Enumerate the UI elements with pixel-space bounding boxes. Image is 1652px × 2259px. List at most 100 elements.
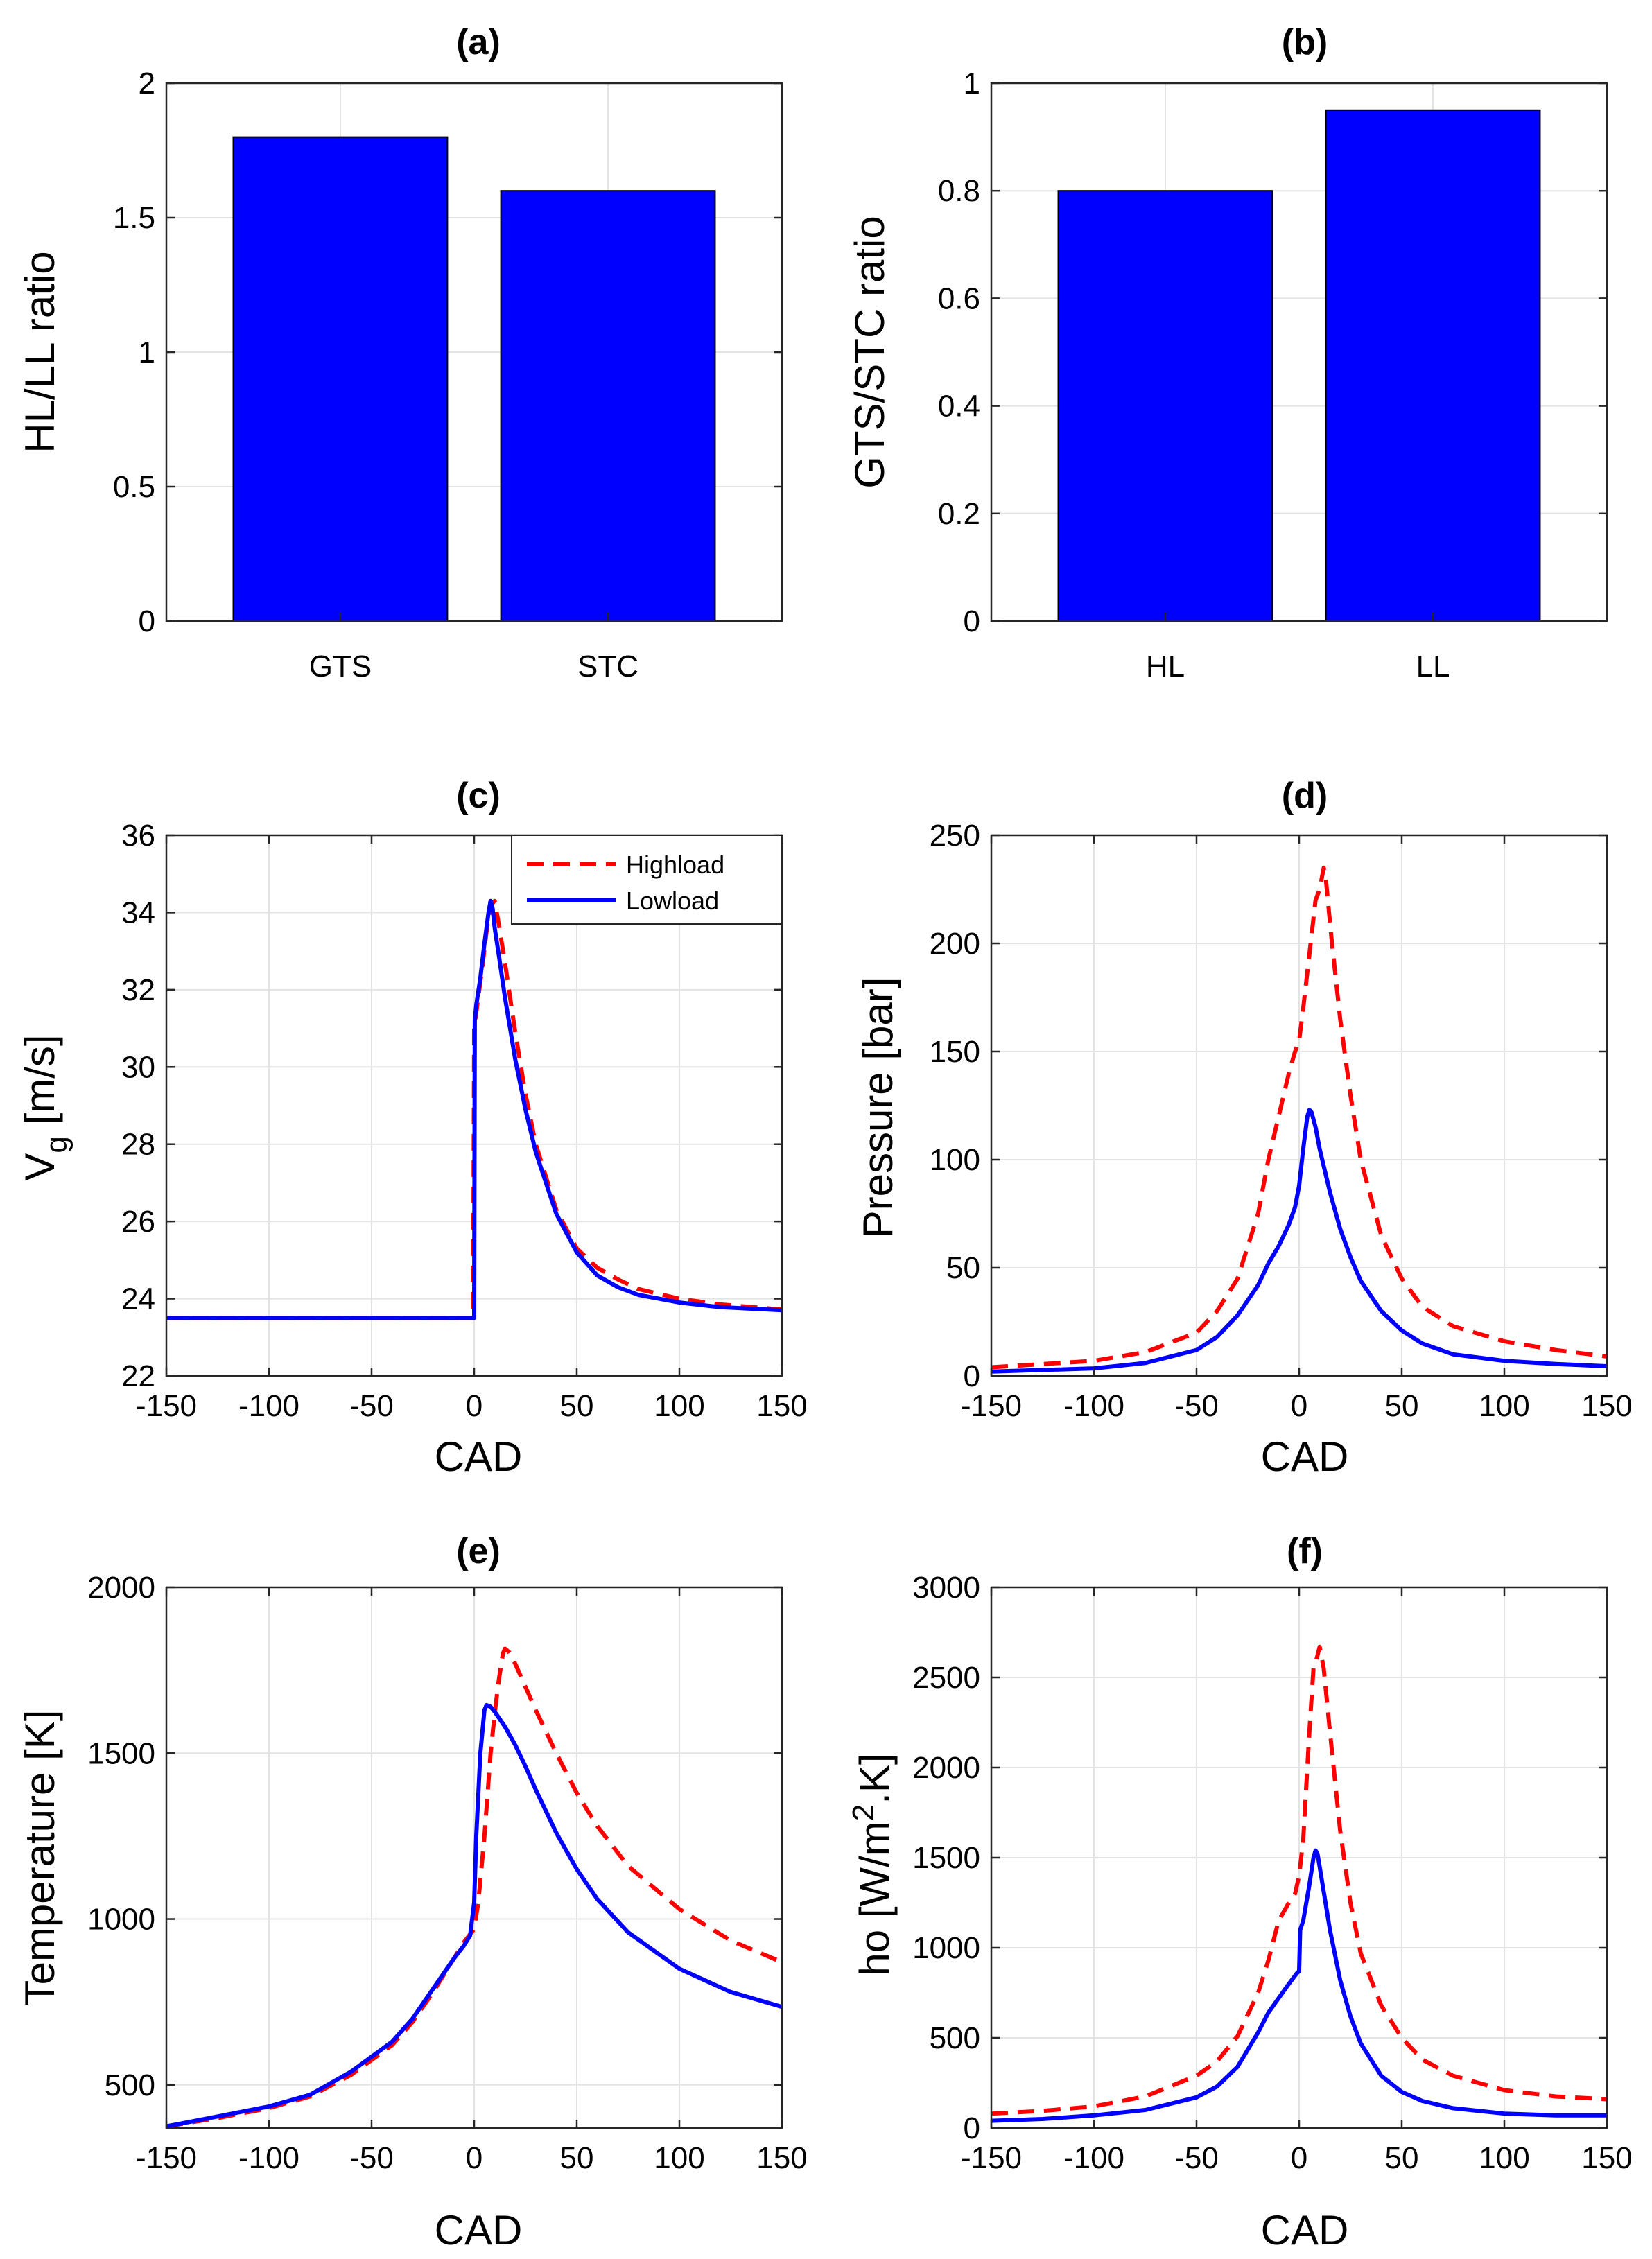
x-tick-label-d: 100 xyxy=(1479,1389,1529,1423)
y-axis-label-a: HL/LL ratio xyxy=(17,251,63,453)
y-axis-label-f: ho [W/m2.K] xyxy=(846,1753,898,1975)
y-tick-label-b: 0.8 xyxy=(938,174,980,208)
x-tick-label-e: 150 xyxy=(756,2141,807,2175)
x-tick-label-f: 0 xyxy=(1291,2141,1307,2175)
x-tick-label-c: -100 xyxy=(238,1389,299,1423)
x-tick-label-a: GTS xyxy=(309,649,372,683)
y-tick-label-d: 0 xyxy=(964,1359,980,1393)
panel-b: (b) GTS/STC ratio 0 0.2 0.4 0.6 0.8 1 HL LL xyxy=(846,22,1608,683)
x-tick-label-c: -50 xyxy=(349,1389,394,1423)
y-tick-label-c: 34 xyxy=(121,896,155,930)
y-tick-label-c: 32 xyxy=(121,973,155,1007)
y-tick-label-c: 22 xyxy=(121,1359,155,1393)
y-tick-label-a: 0.5 xyxy=(113,470,155,504)
panel-f: (f) CAD ho [W/m2.K] 05001000150020002500… xyxy=(846,1531,1633,2253)
y-tick-label-d: 100 xyxy=(930,1143,980,1177)
legend-label-highload: Highload xyxy=(626,851,724,879)
x-tick-label-e: 100 xyxy=(654,2141,704,2175)
y-tick-label-d: 250 xyxy=(930,819,980,853)
series-line-e-lowload xyxy=(166,1702,782,2128)
x-tick-label-d: -50 xyxy=(1174,1389,1219,1423)
x-tick-label-c: -150 xyxy=(136,1389,197,1423)
chart-title-f: (f) xyxy=(1287,1531,1323,1571)
series-line-c-lowload xyxy=(166,898,782,1320)
x-tick-label-e: 50 xyxy=(560,2141,594,2175)
x-tick-label-e: -150 xyxy=(136,2141,197,2175)
y-tick-label-a: 2 xyxy=(139,67,155,101)
legend-box xyxy=(511,835,783,925)
x-tick-label-d: 50 xyxy=(1385,1389,1419,1423)
y-axis-label-b: GTS/STC ratio xyxy=(846,216,893,488)
series-line-f-highload xyxy=(991,1644,1607,2116)
bar-a-stc xyxy=(500,190,716,622)
x-tick-label-f: 50 xyxy=(1385,2141,1419,2175)
y-tick-label-b: 0 xyxy=(964,604,980,638)
panel-a: (a) HL/LL ratio 0 0.5 1 1.5 2 GTS STC xyxy=(17,22,783,683)
x-tick-label-b: LL xyxy=(1416,649,1450,683)
y-tick-label-c: 30 xyxy=(121,1050,155,1084)
x-tick-label-b: HL xyxy=(1146,649,1185,683)
legend-label-lowload: Lowload xyxy=(626,887,719,915)
x-axis-label-e: CAD xyxy=(435,2207,523,2253)
x-tick-label-c: 150 xyxy=(756,1389,807,1423)
panel-d: (d) CAD Pressure [bar] 0 50 100 150 200 250 -1… xyxy=(855,776,1633,1480)
y-tick-label-a: 0 xyxy=(139,604,155,638)
x-tick-label-d: -150 xyxy=(961,1389,1022,1423)
x-axis-label-c: CAD xyxy=(435,1433,523,1480)
y-tick-label-f: 2500 xyxy=(912,1661,980,1695)
x-tick-label-a: STC xyxy=(577,649,638,683)
x-tick-label-f: 100 xyxy=(1479,2141,1529,2175)
x-tick-label-f: -50 xyxy=(1174,2141,1219,2175)
axes-frame-b xyxy=(990,82,1608,622)
y-tick-label-c: 36 xyxy=(121,819,155,853)
x-tick-label-e: -100 xyxy=(238,2141,299,2175)
y-tick-label-f: 3000 xyxy=(912,1571,980,1605)
y-tick-label-a: 1.5 xyxy=(113,201,155,235)
panel-e: (e) CAD Temperature [K] 500100015002000-… xyxy=(17,1531,808,2253)
series-line-c-highload xyxy=(166,898,782,1320)
x-tick-label-e: -50 xyxy=(349,2141,394,2175)
y-tick-label-d: 50 xyxy=(946,1251,980,1285)
x-tick-label-d: 150 xyxy=(1581,1389,1632,1423)
x-axis-label-f: CAD xyxy=(1261,2207,1349,2253)
y-tick-label-c: 26 xyxy=(121,1205,155,1239)
x-tick-label-c: 100 xyxy=(654,1389,704,1423)
x-tick-label-d: -100 xyxy=(1063,1389,1124,1423)
x-tick-label-c: 50 xyxy=(560,1389,594,1423)
x-tick-label-f: 150 xyxy=(1581,2141,1632,2175)
legend-c: Highload Lowload xyxy=(511,835,783,925)
y-tick-label-d: 150 xyxy=(930,1035,980,1069)
chart-title-e: (e) xyxy=(456,1531,501,1571)
y-tick-label-b: 0.2 xyxy=(938,497,980,531)
bar-b-ll xyxy=(1325,109,1541,622)
chart-title-d: (d) xyxy=(1282,776,1328,816)
y-tick-label-f: 2000 xyxy=(912,1751,980,1785)
series-line-e-highload xyxy=(166,1646,782,2128)
y-tick-label-e: 1500 xyxy=(87,1736,155,1770)
x-tick-label-f: -150 xyxy=(961,2141,1022,2175)
chart-title-b: (b) xyxy=(1282,22,1328,62)
panel-c: (c) CAD Vg [m/s] 22 24 26 28 30 32 34 36 -150 -10… xyxy=(17,776,808,1480)
y-tick-label-f: 1000 xyxy=(912,1931,980,1965)
chart-title-a: (a) xyxy=(456,22,501,62)
y-tick-label-f: 1500 xyxy=(912,1841,980,1875)
series-line-d-highload xyxy=(991,865,1607,1370)
chart-title-c: (c) xyxy=(456,776,501,816)
x-tick-label-e: 0 xyxy=(466,2141,482,2175)
y-tick-label-e: 2000 xyxy=(87,1571,155,1605)
y-tick-label-f: 0 xyxy=(964,2111,980,2145)
x-tick-label-d: 0 xyxy=(1291,1389,1307,1423)
y-tick-label-e: 500 xyxy=(105,2068,155,2102)
y-tick-label-e: 1000 xyxy=(87,1903,155,1937)
series-line-f-lowload xyxy=(991,1848,1607,2123)
y-axis-label-e: Temperature [K] xyxy=(17,1710,63,2006)
series-line-d-lowload xyxy=(991,1108,1607,1374)
y-tick-label-d: 200 xyxy=(930,927,980,961)
y-tick-label-a: 1 xyxy=(139,335,155,369)
y-axis-label-d: Pressure [bar] xyxy=(855,977,901,1239)
y-axis-label-c: Vg [m/s] xyxy=(17,1034,73,1180)
y-tick-label-f: 500 xyxy=(930,2021,980,2055)
x-axis-label-d: CAD xyxy=(1261,1433,1349,1480)
y-tick-label-b: 1 xyxy=(964,67,980,101)
